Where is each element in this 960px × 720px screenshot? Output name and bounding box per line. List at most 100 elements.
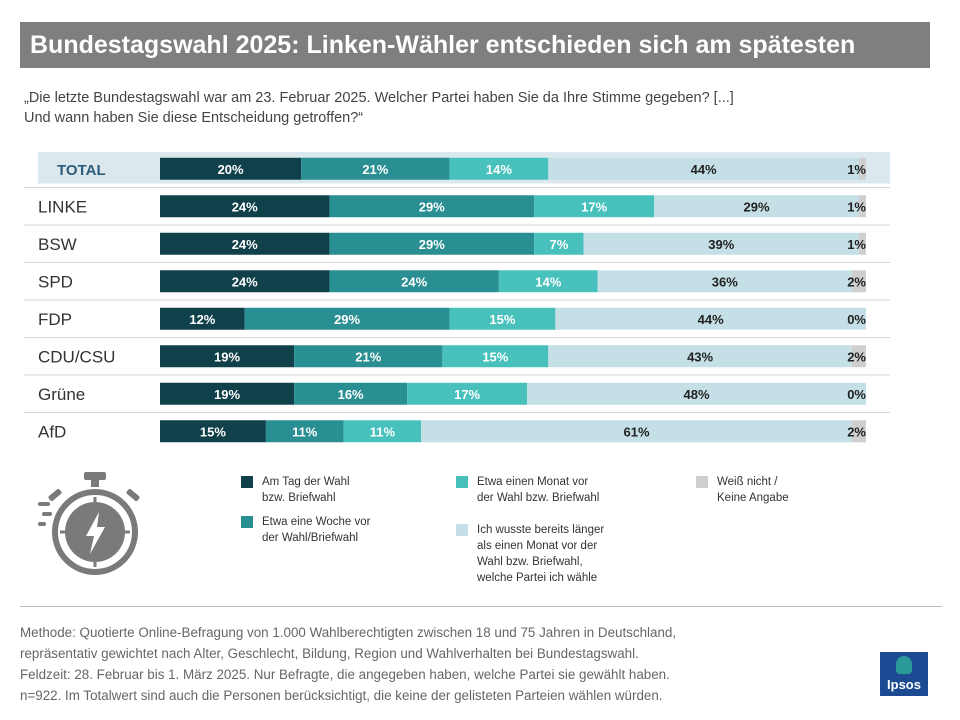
legend-swatch-unknown [696,476,708,488]
legend-label-month-1: Etwa einen Monat vor [477,476,589,488]
bar-segment-linke-3 [654,195,859,218]
legend-swatch-week [241,516,253,528]
method-line-3: Feldzeit: 28. Februar bis 1. März 2025. … [20,667,670,682]
category-label-fdp: FDP [38,310,72,329]
bar-segment-cdu-csu-0 [160,345,295,368]
data-label-afd-0: 15% [200,424,226,439]
bar-segment-spd-3 [597,270,852,293]
category-label-cdu-csu: CDU/CSU [38,347,115,366]
legend-label-week-1: Etwa eine Woche vor [262,516,371,528]
data-label-spd-0: 24% [232,274,258,289]
question-line-1: „Die letzte Bundestagswahl war am 23. Fe… [24,90,734,106]
stopwatch-lightning-icon [38,472,140,575]
bar-segment-cdu-csu-4 [851,345,866,368]
legend-item-longer: Ich wusste bereits länger als einen Mona… [456,522,604,586]
legend-label-day-2: bzw. Briefwahl [262,492,336,504]
legend-label-unknown-2: Keine Angabe [717,492,789,504]
data-label-linke-1: 29% [419,199,445,214]
data-label-spd-4: 2% [847,274,866,289]
data-label-bsw-1: 29% [419,237,445,252]
bar-segment-gr-ne-3 [527,382,866,405]
data-label-afd-1: 11% [292,424,318,439]
category-label-bsw: BSW [38,235,77,254]
method-line-1: Methode: Quotierte Online-Befragung von … [20,625,677,640]
data-label-linke-4: 1% [847,199,866,214]
data-label-gr-ne-0: 19% [214,387,240,402]
data-label-total-4: 1% [847,162,866,177]
data-label-spd-2: 14% [535,274,561,289]
data-label-afd-3: 61% [624,424,650,439]
data-label-cdu-csu-4: 2% [847,349,866,364]
category-label-gr-ne: Grüne [38,385,85,404]
bar-segment-spd-1 [329,270,499,293]
data-label-bsw-2: 7% [549,237,568,252]
ipsos-logo-mark [896,656,912,674]
bar-segment-fdp-3 [555,307,866,330]
bar-segment-linke-0 [160,195,330,218]
data-label-cdu-csu-1: 21% [355,349,381,364]
data-label-cdu-csu-3: 43% [687,349,713,364]
legend-swatch-longer [456,524,468,536]
legend-item-day: Am Tag der Wahl bzw. Briefwahl [241,474,350,506]
bar-segment-bsw-2 [534,232,584,255]
bar-segment-gr-ne-1 [294,382,408,405]
bar-segment-afd-3 [421,420,852,443]
legend-label-longer-4: welche Partei ich wähle [477,572,598,584]
data-label-spd-1: 24% [401,274,427,289]
legend-swatch-month [456,476,468,488]
bar-segment-cdu-csu-1 [294,345,443,368]
data-label-linke-3: 29% [744,199,770,214]
category-label-spd: SPD [38,272,73,291]
data-label-gr-ne-3: 48% [684,387,710,402]
legend-label-week-2: der Wahl/Briefwahl [262,532,359,544]
data-label-fdp-2: 15% [489,312,515,327]
method-line-2: repräsentativ gewichtet nach Alter, Gesc… [20,646,639,661]
data-label-fdp-4: 0% [847,312,866,327]
data-label-fdp-0: 12% [189,312,215,327]
category-label-afd: AfD [38,422,66,441]
question-text: „Die letzte Bundestagswahl war am 23. Fe… [24,88,904,128]
bar-segment-spd-0 [160,270,330,293]
stacked-bar-chart: TOTAL 20% 21% 14% 44% 1% LINKE 24% 29% 17% 29% 1% BS… [24,152,890,443]
data-label-fdp-3: 44% [698,312,724,327]
bar-segment-total-1 [301,157,450,180]
bar-segment-fdp-0 [160,307,245,330]
data-label-gr-ne-4: 0% [847,387,866,402]
bar-segment-gr-ne-0 [160,382,295,405]
legend-label-longer-3: Wahl bzw. Briefwahl, [477,556,583,568]
data-label-bsw-4: 1% [847,237,866,252]
bar-segment-gr-ne-2 [407,382,528,405]
data-label-fdp-1: 29% [334,312,360,327]
legend-item-unknown: Weiß nicht / Keine Angabe [696,474,789,506]
bar-segment-spd-2 [498,270,598,293]
bar-segment-total-2 [449,157,549,180]
bar-segment-cdu-csu-2 [442,345,549,368]
bar-segment-fdp-2 [449,307,556,330]
data-label-total-2: 14% [486,162,512,177]
data-label-afd-2: 11% [370,424,396,439]
data-label-cdu-csu-2: 15% [482,349,508,364]
bar-segment-afd-0 [160,420,266,443]
data-label-bsw-0: 24% [232,237,258,252]
methodology-note: Methode: Quotierte Online-Befragung von … [20,622,870,706]
legend-label-month-2: der Wahl bzw. Briefwahl [477,492,600,504]
data-label-gr-ne-1: 16% [338,387,364,402]
data-label-total-1: 21% [362,162,388,177]
bar-segment-linke-1 [329,195,535,218]
legend-label-unknown-1: Weiß nicht / [717,476,778,488]
category-label-total: TOTAL [57,162,106,179]
ipsos-logo-text: Ipsos [887,677,921,692]
legend-label-longer-1: Ich wusste bereits länger [477,524,605,536]
bar-segment-linke-4 [858,195,866,218]
bar-segment-afd-4 [851,420,866,443]
bar-segment-linke-2 [534,195,655,218]
bar-segment-bsw-3 [583,232,859,255]
question-line-2: Und wann haben Sie diese Entscheidung ge… [24,110,364,126]
bar-segment-fdp-1 [244,307,450,330]
bar-segment-total-4 [858,157,866,180]
data-label-cdu-csu-0: 19% [214,349,240,364]
bar-segment-total-0 [160,157,302,180]
bar-segment-cdu-csu-3 [548,345,852,368]
bar-segment-bsw-0 [160,232,330,255]
method-line-4: n=922. Im Totalwert sind auch die Person… [20,688,663,703]
